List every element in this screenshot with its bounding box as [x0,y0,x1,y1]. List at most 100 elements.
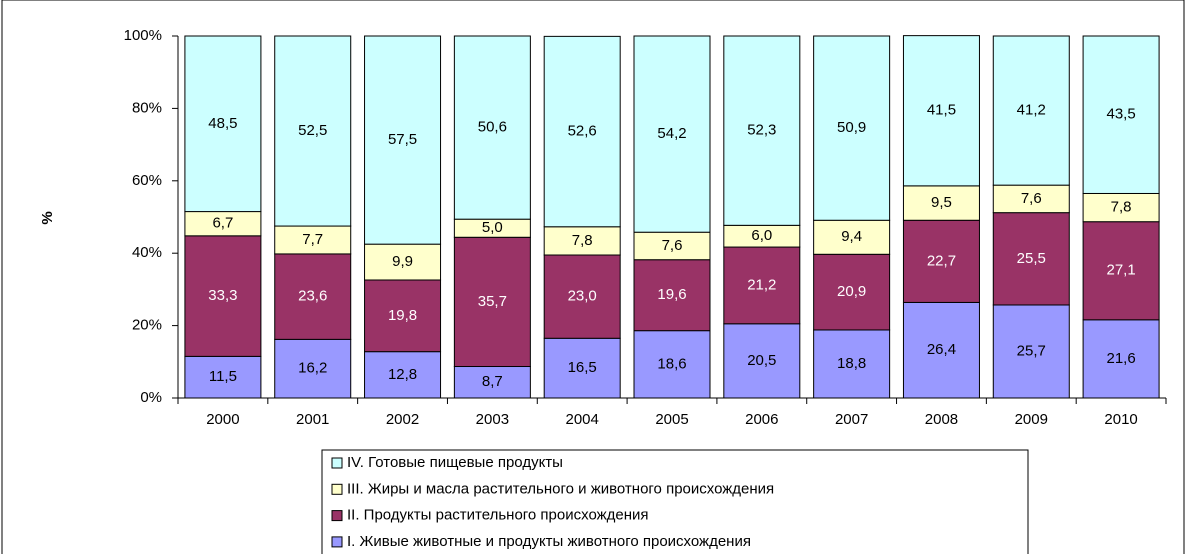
data-label: 21,6 [1106,350,1135,367]
data-label: 26,4 [927,341,956,358]
bar-segment [543,35,621,228]
bar-segment [184,211,262,237]
data-label: 16,5 [568,359,597,376]
bar-segment [453,236,531,368]
bar-segment [543,226,621,256]
bar-segment [453,35,531,220]
data-label: 6,0 [751,227,772,244]
bar-segment [184,355,262,399]
data-label: 54,2 [657,125,686,142]
bar-segment [633,231,711,261]
legend-label: III. Жиры и масла растительного и животн… [347,480,774,497]
data-label: 12,8 [388,366,417,383]
bar-segment [992,184,1070,214]
data-label: 52,5 [298,122,327,139]
bar-segment [902,219,980,303]
y-tick-label: 20% [132,317,162,334]
data-label: 25,7 [1017,342,1046,359]
data-label: 50,9 [837,119,866,136]
data-label: 6,7 [212,215,233,232]
data-label: 5,0 [482,219,503,236]
bar-segment [902,185,980,221]
x-tick-label: 2005 [655,411,688,428]
data-label: 27,1 [1106,262,1135,279]
data-label: 48,5 [208,115,237,132]
x-tick-label: 2001 [296,411,329,428]
data-label: 22,7 [927,252,956,269]
y-tick-label: 100% [124,27,162,44]
data-label: 20,9 [837,283,866,300]
x-tick-label: 2010 [1104,411,1137,428]
legend-box [321,449,1029,554]
x-tick-label: 2009 [1015,411,1048,428]
y-tick-label: 60% [132,172,162,189]
bar-segment [274,338,352,399]
bar-segment [813,35,891,221]
data-label: 19,8 [388,307,417,324]
legend-swatch [331,510,343,522]
x-tick-label: 2003 [476,411,509,428]
legend-swatch [331,536,343,548]
bar-segment [364,279,442,353]
data-label: 35,7 [478,293,507,310]
data-label: 8,7 [482,373,503,390]
y-tick-label: 0% [140,389,162,406]
data-label: 41,2 [1017,102,1046,119]
data-label: 11,5 [209,368,237,385]
data-label: 57,5 [388,131,417,148]
bar-segment [1082,221,1160,321]
bar-segment [723,35,801,226]
bar-segment [633,35,711,233]
data-label: 19,6 [657,286,686,303]
bar-segment [543,337,621,399]
bar-segment [723,323,801,399]
x-tick-label: 2008 [925,411,958,428]
bar-segment [364,35,442,245]
bar-segment [364,243,442,281]
legend-swatch [331,457,343,469]
legend-label: IV. Готовые пищевые продукты [347,454,563,471]
legend-swatch [331,483,343,495]
data-label: 25,5 [1017,250,1046,267]
bar-segment [274,225,352,255]
x-tick-label: 2000 [206,411,239,428]
data-label: 9,4 [841,228,862,245]
data-label: 23,0 [568,288,597,305]
bar-segment [633,259,711,332]
data-label: 41,5 [927,102,956,119]
bar-segment [992,35,1070,186]
data-label: 20,5 [747,352,776,369]
y-axis-label: % [39,211,56,224]
x-tick-label: 2006 [745,411,778,428]
data-label: 7,6 [662,237,683,254]
bar-segment [902,301,980,399]
data-label: 7,7 [302,231,323,248]
data-label: 7,6 [1021,190,1042,207]
bar-segment [992,304,1070,399]
bar-segment [1082,35,1160,194]
bar-segment [813,219,891,255]
x-tick-label: 2002 [386,411,419,428]
data-label: 43,5 [1106,106,1135,123]
data-label: 52,6 [568,123,597,140]
bar-segment [274,253,352,340]
data-label: 9,5 [931,194,952,211]
x-tick-label: 2004 [565,411,598,428]
data-label: 23,6 [298,288,327,305]
bar-segment [902,35,980,187]
bar-segment [364,351,442,399]
legend-label: I. Живые животные и продукты животного п… [347,533,751,550]
y-tick-label: 40% [132,244,162,261]
bar-segment [813,329,891,399]
data-label: 16,2 [298,360,327,377]
bar-segment [274,35,352,227]
data-label: 52,3 [747,122,776,139]
x-tick-label: 2007 [835,411,868,428]
data-label: 9,9 [392,253,413,270]
bar-segment [453,366,531,399]
data-label: 50,6 [478,119,507,136]
bar-segment [1082,192,1160,223]
data-label: 18,8 [837,355,866,372]
bar-segment [184,35,262,213]
